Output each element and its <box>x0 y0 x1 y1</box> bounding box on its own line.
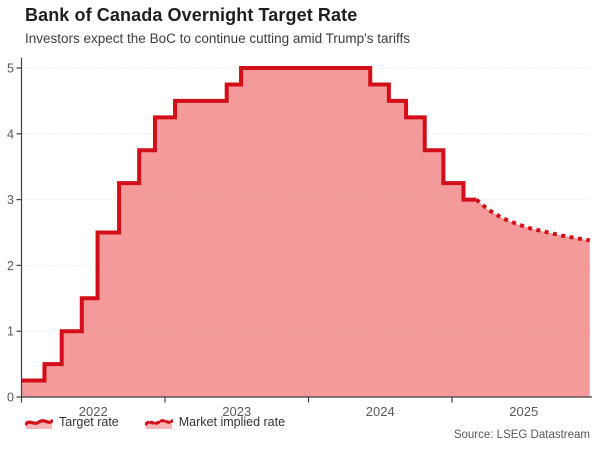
rate-chart: 0 1 2 3 4 5 2022 2023 2024 2025 <box>7 58 592 419</box>
dotted-line-icon <box>144 419 173 429</box>
x-tick-label: 2023 <box>222 404 251 419</box>
solid-line-icon <box>25 419 53 429</box>
legend: Target rate Market implied rate <box>25 414 285 430</box>
market-implied-line <box>475 198 591 243</box>
y-tick-label: 5 <box>7 62 14 76</box>
legend-item-target-rate: Target rate <box>25 414 119 430</box>
legend-label-market-implied: Market implied rate <box>178 415 286 429</box>
x-tick-label: 2024 <box>366 404 395 419</box>
page-subtitle: Investors expect the BoC to continue cut… <box>25 31 411 46</box>
x-tick-label: 2025 <box>509 404 538 419</box>
target-rate-line <box>21 66 477 383</box>
y-tick-label: 4 <box>7 127 14 141</box>
y-tick-label: 0 <box>7 391 14 405</box>
legend-item-market-implied: Market implied rate <box>144 414 286 430</box>
area-fill <box>21 68 590 397</box>
y-tick-label: 1 <box>7 325 14 339</box>
y-tick-label: 3 <box>7 193 14 207</box>
page-title: Bank of Canada Overnight Target Rate <box>25 5 358 25</box>
y-tick-label: 2 <box>7 259 14 273</box>
x-tick-label: 2022 <box>79 404 108 419</box>
axes: 0 1 2 3 4 5 2022 2023 2024 2025 <box>7 58 592 419</box>
legend-label-target-rate: Target rate <box>59 415 119 429</box>
source-credit: Source: LSEG Datastream <box>453 429 590 441</box>
